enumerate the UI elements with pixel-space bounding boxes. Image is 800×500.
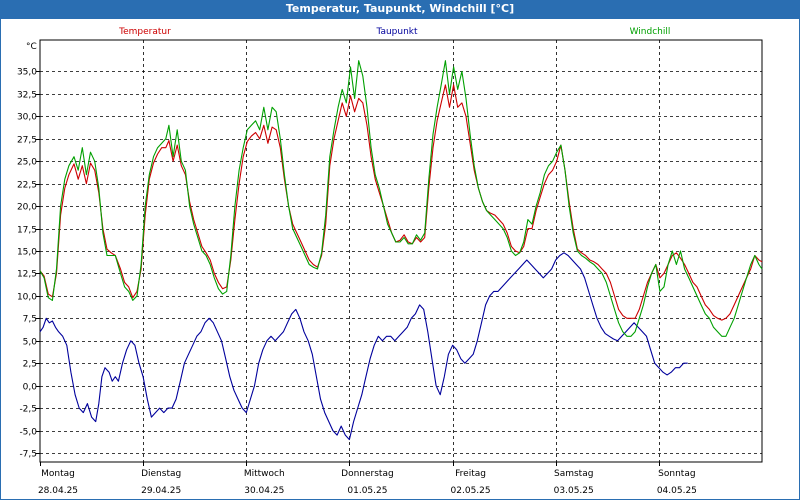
legend-entry-taupunkt: Taupunkt [375, 27, 418, 37]
series-line-temperatur [39, 84, 763, 321]
x-tick-label-weekday: Freitag [455, 469, 486, 479]
legend-entry-temperatur: Temperatur [118, 27, 171, 37]
x-tick-label-weekday: Dienstag [141, 469, 181, 479]
x-tick-label-date: 28.04.25 [38, 486, 78, 496]
x-tick-label-date: 01.05.25 [347, 486, 387, 496]
x-tick-label-weekday: Montag [41, 469, 75, 479]
y-tick-label: 7,5 [23, 315, 37, 325]
legend: Temperatur Taupunkt Windchill [118, 27, 670, 37]
y-axis-unit: °C [26, 42, 37, 52]
x-tick-label-date: 02.05.25 [451, 486, 491, 496]
y-tick-label: 27,5 [17, 136, 37, 146]
x-axis-labels: Montag 28.04.25 Dienstag 29.04.25 Mittwoch 30… [38, 469, 697, 496]
y-tick-label: 22,5 [17, 181, 37, 191]
plot-area [39, 39, 763, 463]
y-tick-label: 5,0 [23, 338, 38, 348]
y-tick-label: -5,0 [19, 428, 37, 438]
window-title: Temperatur, Taupunkt, Windchill [°C] [0, 0, 800, 18]
y-tick-label: 12,5 [17, 270, 37, 280]
y-tick-label: 30,0 [17, 113, 37, 123]
series-lines [39, 60, 763, 441]
x-tick-label-weekday: Donnerstag [341, 469, 394, 479]
legend-entry-windchill: Windchill [630, 27, 671, 37]
y-tick-label: 20,0 [17, 203, 37, 213]
y-axis-labels: 35,0 32,5 30,0 27,5 25,0 22,5 20,0 17,5 15,0 12,5… [17, 68, 37, 460]
y-tick-label: -7,5 [19, 450, 37, 460]
y-tick-label: 32,5 [17, 91, 37, 101]
x-tick-label-date: 29.04.25 [141, 486, 181, 496]
x-tick-label-date: 30.04.25 [244, 486, 284, 496]
y-tick-label: -2,5 [19, 405, 37, 415]
y-tick-label: 17,5 [17, 226, 37, 236]
y-tick-label: 2,5 [23, 360, 37, 370]
x-tick-label-date: 03.05.25 [554, 486, 594, 496]
y-tick-label: 35,0 [17, 68, 37, 78]
series-line-windchill [39, 60, 763, 337]
x-tick-label-weekday: Mittwoch [244, 469, 285, 479]
x-tick-label-weekday: Sonntag [658, 469, 695, 479]
series-line-taupunkt [39, 252, 688, 441]
x-tick-label-date: 04.05.25 [657, 486, 697, 496]
x-tick-label-weekday: Samstag [554, 469, 593, 479]
y-tick-label: 10,0 [17, 293, 37, 303]
y-tick-label: 15,0 [17, 248, 37, 258]
y-tick-label: 0,0 [23, 383, 38, 393]
grid [36, 40, 762, 466]
y-tick-label: 25,0 [17, 158, 37, 168]
